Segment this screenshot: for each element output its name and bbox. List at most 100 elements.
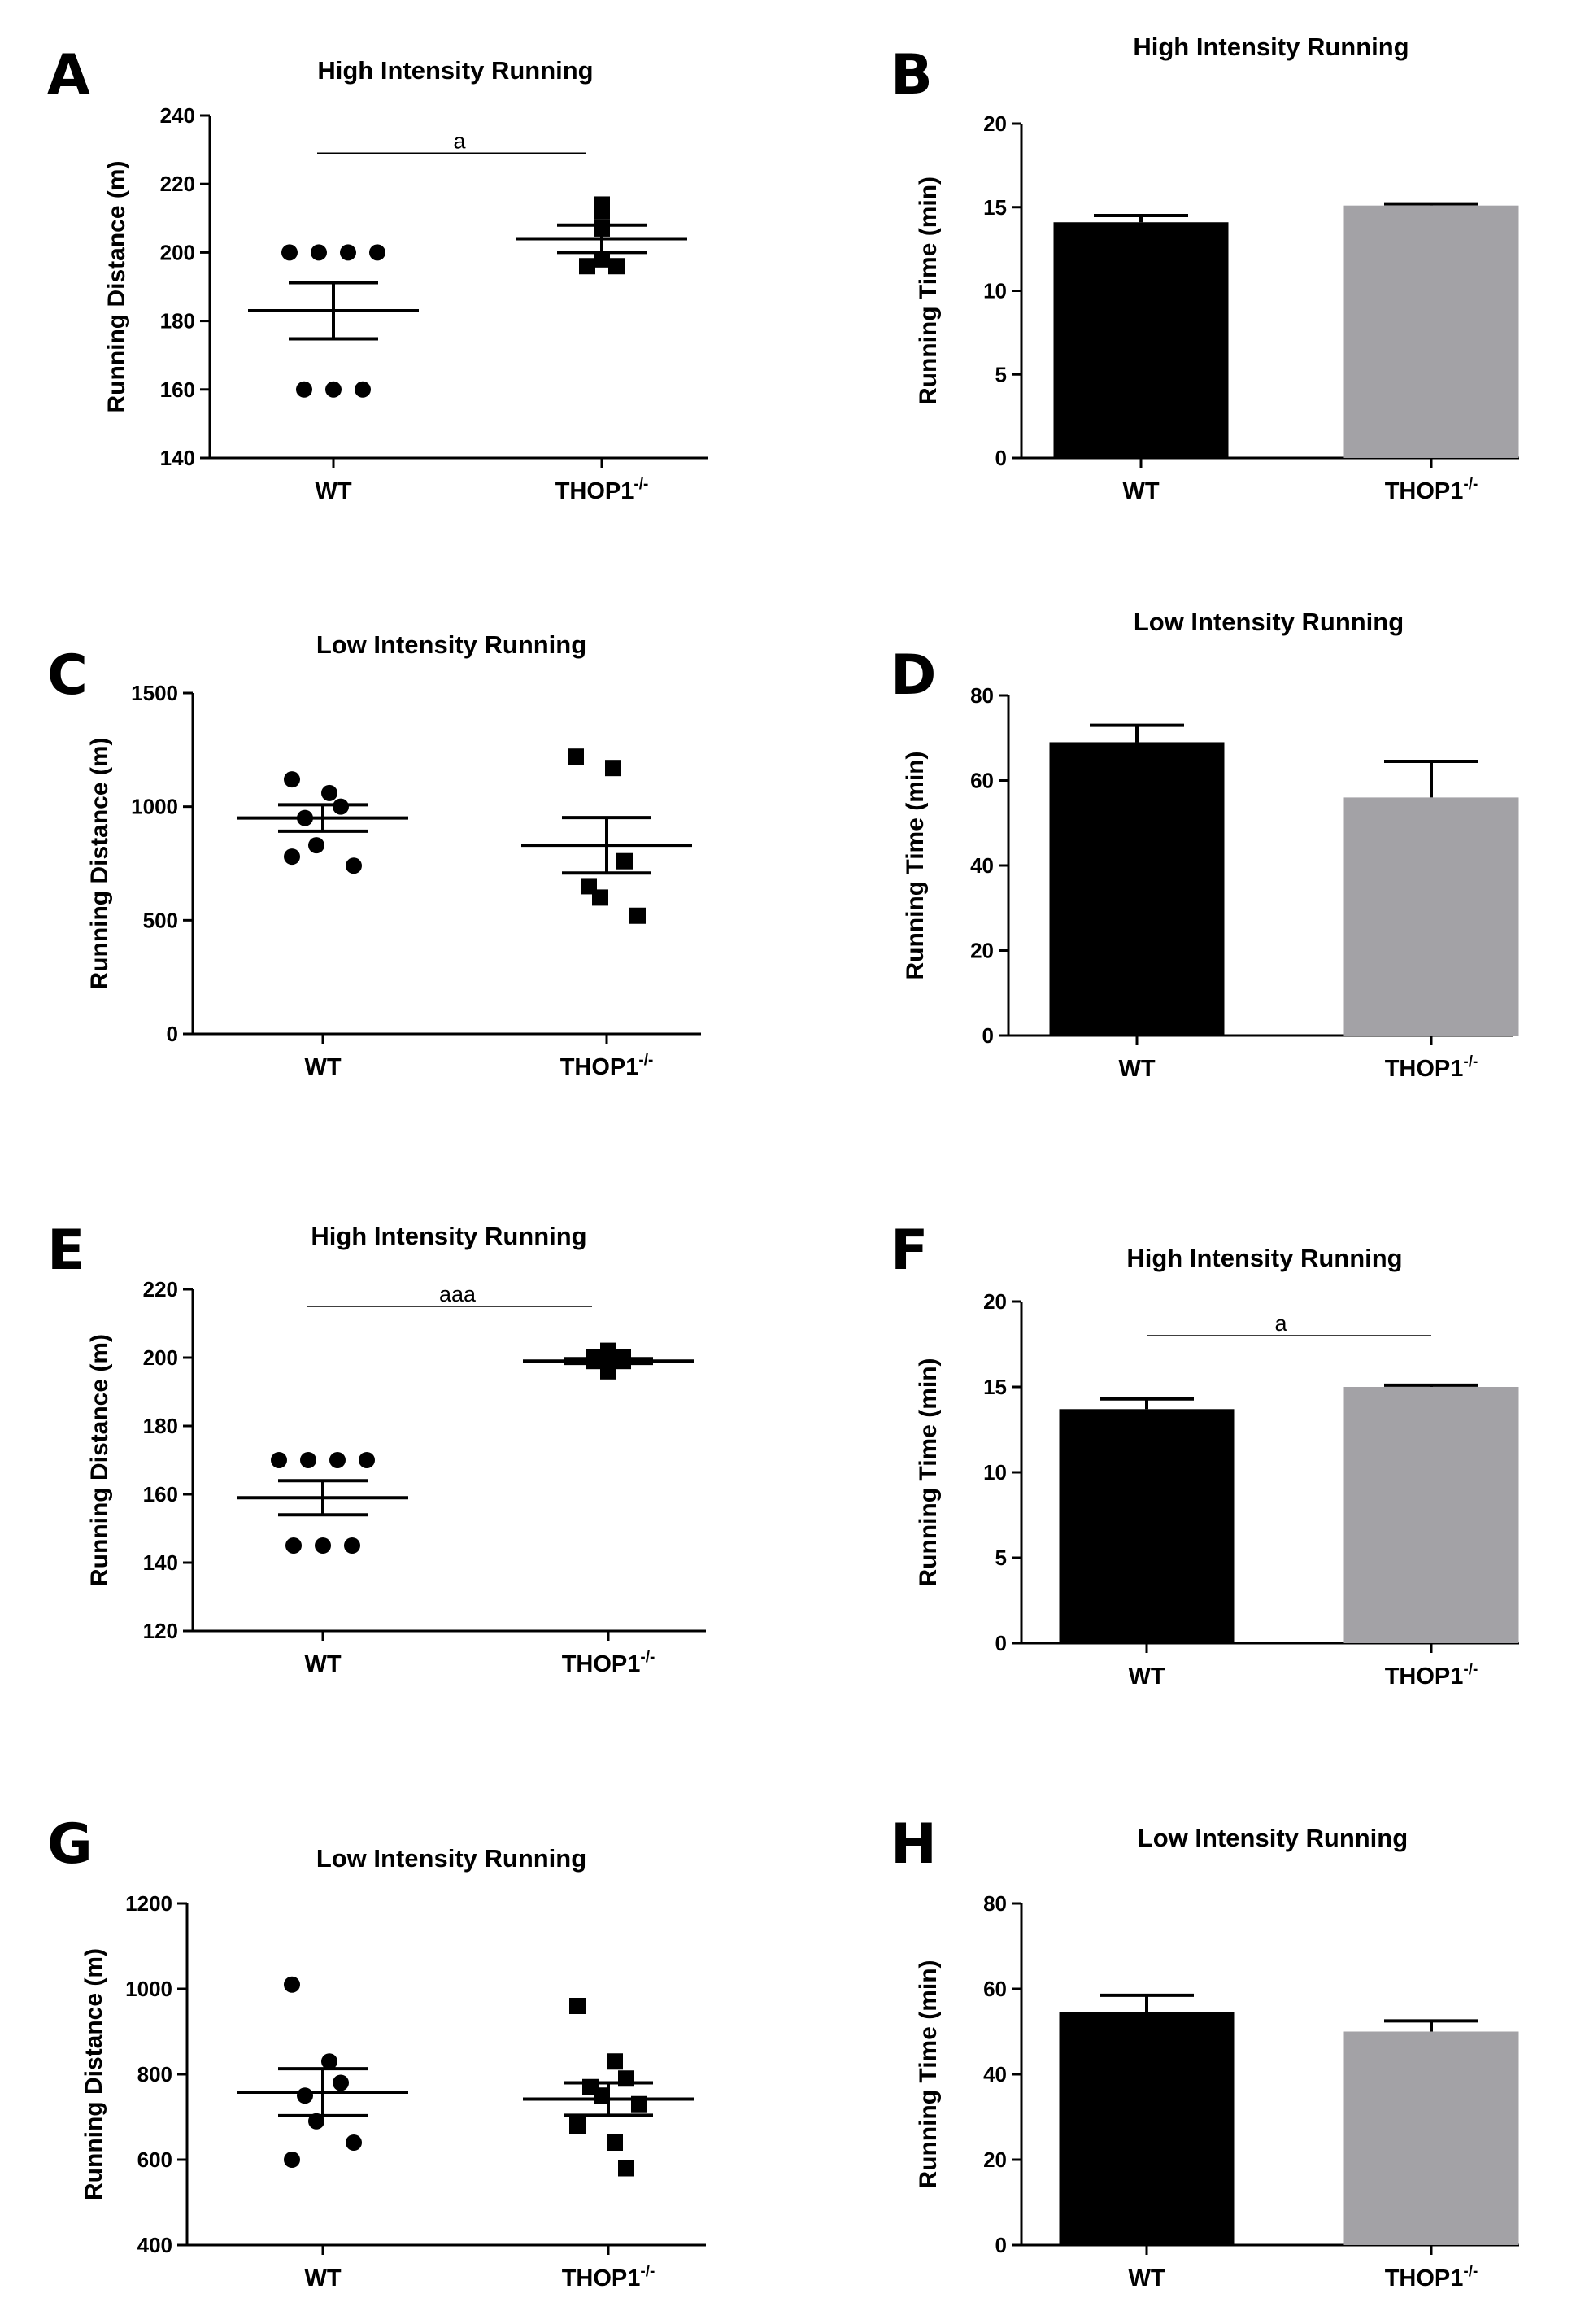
y-tick-label: 600 [137, 2147, 172, 2172]
chart-title: High Intensity Running [1126, 1244, 1402, 1272]
y-tick-label: 60 [983, 1977, 1007, 2001]
y-tick-label: 80 [970, 683, 994, 708]
y-tick-label: 220 [143, 1277, 178, 1302]
y-tick-label: 140 [143, 1550, 178, 1575]
y-tick-label: 500 [143, 908, 178, 932]
y-tick-label: 40 [970, 853, 994, 878]
data-point [296, 381, 312, 398]
x-tick-label: THOP1-/- [1385, 1053, 1478, 1082]
data-point [600, 1363, 616, 1380]
chart-title: High Intensity Running [311, 1222, 586, 1250]
data-point [297, 2087, 313, 2104]
data-point [284, 771, 300, 788]
panel-letter: B [891, 43, 933, 107]
bar [1343, 797, 1519, 1036]
data-point [308, 837, 324, 854]
data-point [568, 748, 584, 765]
data-point [325, 381, 342, 398]
data-point [321, 2053, 337, 2070]
panel-c: C Low Intensity Running 0 500 1000 1500 Runnin… [47, 630, 701, 1080]
data-point [569, 2117, 586, 2134]
data-point [616, 852, 633, 870]
significance-label: a [453, 129, 466, 153]
panel-letter: H [891, 1812, 937, 1877]
panel-letter: A [47, 43, 90, 107]
x-tick-label: WT [1128, 1663, 1165, 1690]
y-tick-label: 220 [160, 172, 195, 196]
y-axis-label: Running Distance (m) [86, 737, 113, 989]
y-tick-label: 10 [983, 1460, 1007, 1485]
data-point [359, 1452, 375, 1468]
y-tick-label: 60 [970, 769, 994, 793]
y-axis-label: Running Distance (m) [103, 160, 130, 412]
y-axis-label: Running Distance (m) [86, 1334, 113, 1586]
x-tick-label: WT [1122, 478, 1159, 504]
y-tick-label: 1000 [131, 795, 178, 819]
y-tick-label: 20 [983, 111, 1007, 136]
bar [1343, 2031, 1519, 2245]
data-point [300, 1452, 316, 1468]
chart-title: Low Intensity Running [316, 630, 586, 659]
panel-letter: C [47, 643, 88, 708]
chart-title: Low Intensity Running [1134, 608, 1404, 636]
data-point [333, 2074, 349, 2091]
y-tick-label: 0 [982, 1023, 994, 1048]
panel-d: D Low Intensity Running 0 20 40 60 80 Running T… [891, 608, 1519, 1082]
x-tick-label: WT [304, 1651, 341, 1677]
y-tick-label: 120 [143, 1619, 178, 1643]
data-point [592, 889, 608, 906]
data-point [271, 1452, 287, 1468]
y-tick-label: 20 [983, 2147, 1007, 2172]
data-point [355, 381, 371, 398]
y-axis-label: Running Distance (m) [81, 1948, 107, 2200]
data-point [600, 1342, 616, 1359]
y-tick-label: 240 [160, 103, 195, 128]
data-point [285, 1537, 302, 1554]
data-point [333, 798, 349, 815]
bar [1343, 1387, 1519, 1643]
y-axis-label: Running Time (min) [915, 1358, 942, 1586]
y-tick-label: 20 [983, 1289, 1007, 1314]
x-tick-label: THOP1-/- [562, 2263, 655, 2291]
x-tick-label: WT [315, 478, 351, 504]
bar [1049, 742, 1225, 1036]
y-tick-label: 0 [167, 1022, 178, 1046]
panel-a: A High Intensity Running 140 160 180 200 220 24… [47, 43, 708, 504]
data-point [608, 258, 625, 275]
y-tick-label: 160 [160, 377, 195, 402]
y-axis-label: Running Time (min) [915, 177, 942, 405]
panel-letter: F [891, 1219, 928, 1283]
chart-title: High Intensity Running [1133, 33, 1409, 61]
significance-label: a [1274, 1311, 1287, 1336]
y-tick-label: 80 [983, 1891, 1007, 1916]
chart-title: Low Intensity Running [316, 1844, 586, 1873]
y-tick-label: 40 [983, 2062, 1007, 2086]
panel-letter: E [47, 1219, 85, 1283]
data-point [369, 244, 385, 261]
bar [1053, 222, 1229, 458]
data-point [569, 1998, 586, 2014]
data-point [618, 2160, 634, 2177]
y-tick-label: 180 [160, 309, 195, 334]
data-point [605, 760, 621, 777]
data-point [344, 1537, 360, 1554]
y-tick-label: 1500 [131, 681, 178, 705]
y-tick-label: 5 [995, 1546, 1007, 1570]
y-tick-label: 800 [137, 2062, 172, 2086]
data-point [594, 203, 610, 220]
bar [1059, 1409, 1235, 1643]
panel-g: G Low Intensity Running 400 600 800 1000 1200 R… [47, 1812, 706, 2291]
y-tick-label: 0 [995, 1631, 1007, 1655]
y-tick-label: 200 [143, 1345, 178, 1370]
panel-letter: G [47, 1812, 93, 1877]
y-tick-label: 15 [983, 195, 1007, 220]
x-tick-label: THOP1-/- [555, 476, 649, 504]
bar [1059, 2012, 1235, 2245]
panel-e: E High Intensity Running 120 140 160 180 200 22… [47, 1219, 706, 1677]
panel-f: F High Intensity Running 0 5 10 15 20 Running T… [891, 1219, 1519, 1690]
y-tick-label: 400 [137, 2233, 172, 2257]
chart-title: High Intensity Running [317, 56, 593, 85]
data-point [281, 244, 298, 261]
y-tick-label: 1200 [125, 1891, 172, 1916]
